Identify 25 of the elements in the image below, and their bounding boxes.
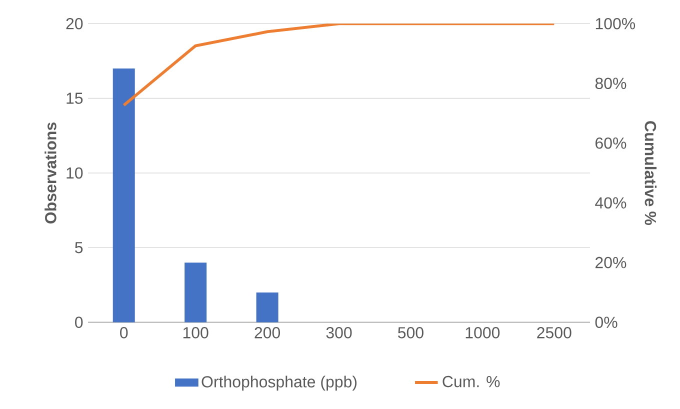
x-tick-label: 200 [254, 327, 280, 338]
bar [112, 68, 135, 322]
y2-tick-label: 60% [596, 137, 626, 149]
x-tick-label: 300 [326, 327, 352, 338]
y2-axis-title: Cumulative % [644, 121, 657, 225]
x-tick-label: 0 [120, 327, 128, 338]
y2-tick-label: 100% [596, 18, 636, 30]
y2-tick-label: 80% [595, 78, 626, 90]
y-axis-title: Observations [44, 122, 56, 224]
y2-tick-label: 20% [596, 256, 626, 268]
y2-tick-label: 0% [595, 316, 618, 328]
x-tick-label: 1000 [466, 327, 500, 338]
bar [256, 292, 278, 322]
bar [184, 262, 207, 322]
y-tick-label: 5 [75, 242, 83, 254]
legend-label: Orthophosphate (ppb) [202, 376, 357, 391]
x-tick-label: 500 [398, 327, 424, 338]
x-tick-label: 100 [183, 327, 208, 338]
y2-tick-label: 40% [595, 197, 626, 209]
y-tick-label: 0 [75, 316, 83, 328]
x-tick-label: 2500 [537, 327, 572, 338]
y-tick-label: 10 [66, 167, 83, 179]
y-tick-label: 20 [66, 18, 83, 30]
legend-label: Cum. % [442, 376, 500, 388]
y-tick-label: 15 [66, 92, 83, 104]
